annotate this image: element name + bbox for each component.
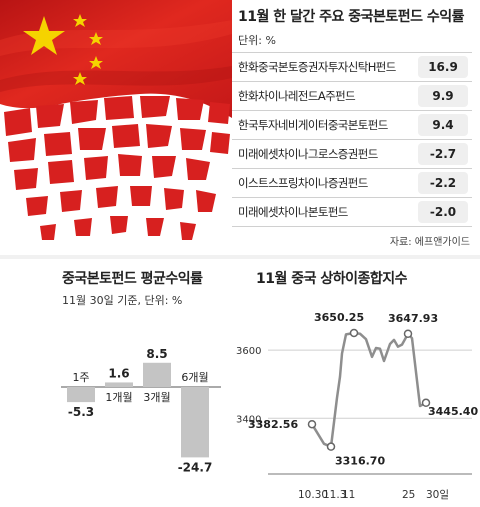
fund-return: -2.2 <box>418 172 468 194</box>
bar-category-label: 1주 <box>72 371 89 384</box>
source-note: 자료: 에프앤가이드 <box>389 237 470 248</box>
index-point-marker <box>421 398 431 408</box>
bar <box>105 382 133 387</box>
fund-name: 미래에셋차이나본토펀드 <box>238 205 348 219</box>
bar-chart-subtitle: 11월 30일 기준, 단위: % <box>62 294 183 307</box>
section-divider <box>0 255 480 259</box>
bar-category-label: 3개월 <box>143 391 170 404</box>
index-value-label: 3382.56 <box>248 418 298 431</box>
bar <box>143 362 171 387</box>
bar <box>181 387 209 458</box>
large-star-icon <box>23 16 65 55</box>
fund-return: -2.7 <box>418 143 468 165</box>
bar <box>67 387 95 403</box>
broken-flag-pieces <box>4 96 230 240</box>
index-value-label: 3316.70 <box>335 455 385 468</box>
line-chart-title: 11월 중국 상하이종합지수 <box>256 271 408 287</box>
fund-return: -2.0 <box>418 201 468 223</box>
bar-value-label: -5.3 <box>68 405 94 419</box>
bar-chart-title: 중국본토펀드 평균수익률 <box>62 271 203 287</box>
bar-category-label: 1개월 <box>105 391 132 404</box>
index-point-marker <box>326 442 336 451</box>
table-row: 한화중국본토증권자투자신탁H펀드 16.9 <box>232 52 472 81</box>
fund-name: 미래에셋차이나그로스증권펀드 <box>238 147 378 161</box>
bar-chart: 1주 -5.3 1개월 1.6 3개월 8.5 6개월 -24.7 <box>61 347 221 474</box>
y-tick-label: 3400 <box>236 414 261 425</box>
fund-return: 9.4 <box>418 114 468 136</box>
returns-table-unit: 단위: % <box>238 34 276 47</box>
china-flag-illustration <box>0 0 232 240</box>
index-point-marker <box>349 328 359 338</box>
fund-name: 한화중국본토증권자투자신탁H펀드 <box>238 60 396 74</box>
returns-table-title: 11월 한 달간 주요 중국본토펀드 수익률 <box>238 9 465 25</box>
small-star-icon <box>89 32 103 45</box>
fund-return: 16.9 <box>418 56 468 78</box>
small-star-icon <box>73 72 87 85</box>
bar-value-label: 1.6 <box>108 366 129 380</box>
small-star-icon <box>73 14 87 27</box>
index-value-label: 3650.25 <box>314 311 364 324</box>
fund-name: 한화차이나레전드A주펀드 <box>238 89 356 103</box>
fund-name: 이스트스프링차이나증권펀드 <box>238 176 368 190</box>
index-line <box>310 331 427 448</box>
index-value-label: 3647.93 <box>388 312 438 325</box>
line-chart: 3400 3600 3382.56 3316.70 3650.25 3647.93 3445… <box>236 311 478 501</box>
bar-category-label: 6개월 <box>181 371 208 384</box>
fund-name: 한국투자네비게이터중국본토펀드 <box>238 118 388 132</box>
bar-value-label: -24.7 <box>178 460 213 474</box>
table-row: 미래에셋차이나그로스증권펀드 -2.7 <box>232 139 472 168</box>
x-tick-label: 25 <box>402 489 415 501</box>
index-point-marker <box>403 329 413 339</box>
table-row: 미래에셋차이나본토펀드 -2.0 <box>232 197 472 227</box>
x-tick-label: 10.30 <box>298 489 328 501</box>
index-point-marker <box>307 419 317 429</box>
x-tick-label: 11 <box>342 489 355 501</box>
y-tick-label: 3600 <box>236 346 261 357</box>
x-tick-label: 11.3 <box>323 489 346 501</box>
x-tick-label: 30일 <box>426 488 449 501</box>
index-value-label: 3445.40 <box>428 405 478 418</box>
fund-return: 9.9 <box>418 85 468 107</box>
table-row: 한국투자네비게이터중국본토펀드 9.4 <box>232 110 472 139</box>
table-row: 이스트스프링차이나증권펀드 -2.2 <box>232 168 472 197</box>
bar-value-label: 8.5 <box>146 347 167 361</box>
returns-table: 한화중국본토증권자투자신탁H펀드 16.9 한화차이나레전드A주펀드 9.9 한… <box>232 52 472 227</box>
small-star-icon <box>89 56 103 69</box>
table-row: 한화차이나레전드A주펀드 9.9 <box>232 81 472 110</box>
